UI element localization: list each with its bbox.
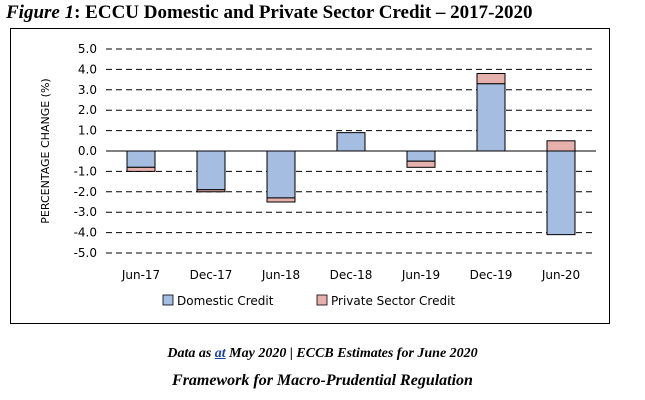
- y-tick-label: -3.0: [74, 205, 97, 219]
- y-tick-label: 0.0: [78, 144, 97, 158]
- page-subtitle: Framework for Macro-Prudential Regulatio…: [172, 372, 473, 389]
- y-tick-label: 4.0: [78, 62, 97, 76]
- bar-private-sector-credit: [126, 166, 156, 172]
- y-axis-title: PERCENTAGE CHANGE (%): [39, 78, 52, 223]
- x-tick-label: Jun-17: [121, 268, 160, 282]
- data-note-link[interactable]: at: [214, 346, 226, 361]
- bar-domestic-credit: [546, 150, 576, 236]
- y-tick-label: 1.0: [78, 124, 97, 138]
- chart-frame: 5.0 4.0 3.0 2.0 1.0 0.0 -1.0 -2.0 -3.0 -4.0 -5.0 PE…: [10, 28, 610, 324]
- y-tick-label: 2.0: [78, 103, 97, 117]
- bar-private-sector-credit: [196, 189, 226, 193]
- y-tick-label: -5.0: [74, 246, 97, 260]
- bar-domestic-credit: [406, 150, 436, 162]
- bar-private-sector-credit: [406, 160, 436, 168]
- data-note: Data as at May 2020 | ECCB Estimates for…: [0, 346, 645, 362]
- figure-title-text: : ECCU Domestic and Private Sector Credi…: [74, 2, 533, 23]
- bar-private-sector-credit: [476, 72, 506, 85]
- data-note-pre: Data as: [167, 346, 215, 361]
- x-tick-label: Jun-19: [401, 268, 440, 282]
- legend-label: Domestic Credit: [177, 294, 274, 308]
- legend-label: Private Sector Credit: [331, 294, 455, 308]
- x-tick-label: Jun-20: [541, 268, 580, 282]
- x-tick-label: Dec-17: [190, 268, 233, 282]
- y-tick-label: -4.0: [74, 226, 97, 240]
- x-tick-label: Dec-18: [330, 268, 373, 282]
- bar-private-sector-credit: [266, 197, 296, 203]
- bar-domestic-credit: [126, 150, 156, 168]
- y-tick-label: -1.0: [74, 164, 97, 178]
- legend-swatch-private: [316, 294, 328, 306]
- y-tick-label: -2.0: [74, 185, 97, 199]
- bar-domestic-credit: [336, 132, 366, 152]
- bar-domestic-credit: [266, 150, 296, 199]
- y-tick-label: 5.0: [78, 42, 97, 56]
- bar-domestic-credit: [476, 83, 506, 152]
- figure-title: Figure 1: ECCU Domestic and Private Sect…: [6, 2, 645, 24]
- credit-chart: 5.0 4.0 3.0 2.0 1.0 0.0 -1.0 -2.0 -3.0 -4.0 -5.0 PE…: [39, 42, 596, 308]
- legend-swatch-domestic: [162, 294, 174, 306]
- y-tick-label: 3.0: [78, 83, 97, 97]
- x-tick-label: Dec-19: [470, 268, 513, 282]
- x-tick-label: Jun-18: [261, 268, 300, 282]
- bar-domestic-credit: [196, 150, 226, 191]
- bar-private-sector-credit: [546, 140, 576, 152]
- figure-label: Figure 1: [6, 2, 75, 23]
- data-note-post: May 2020 | ECCB Estimates for June 2020: [225, 346, 478, 361]
